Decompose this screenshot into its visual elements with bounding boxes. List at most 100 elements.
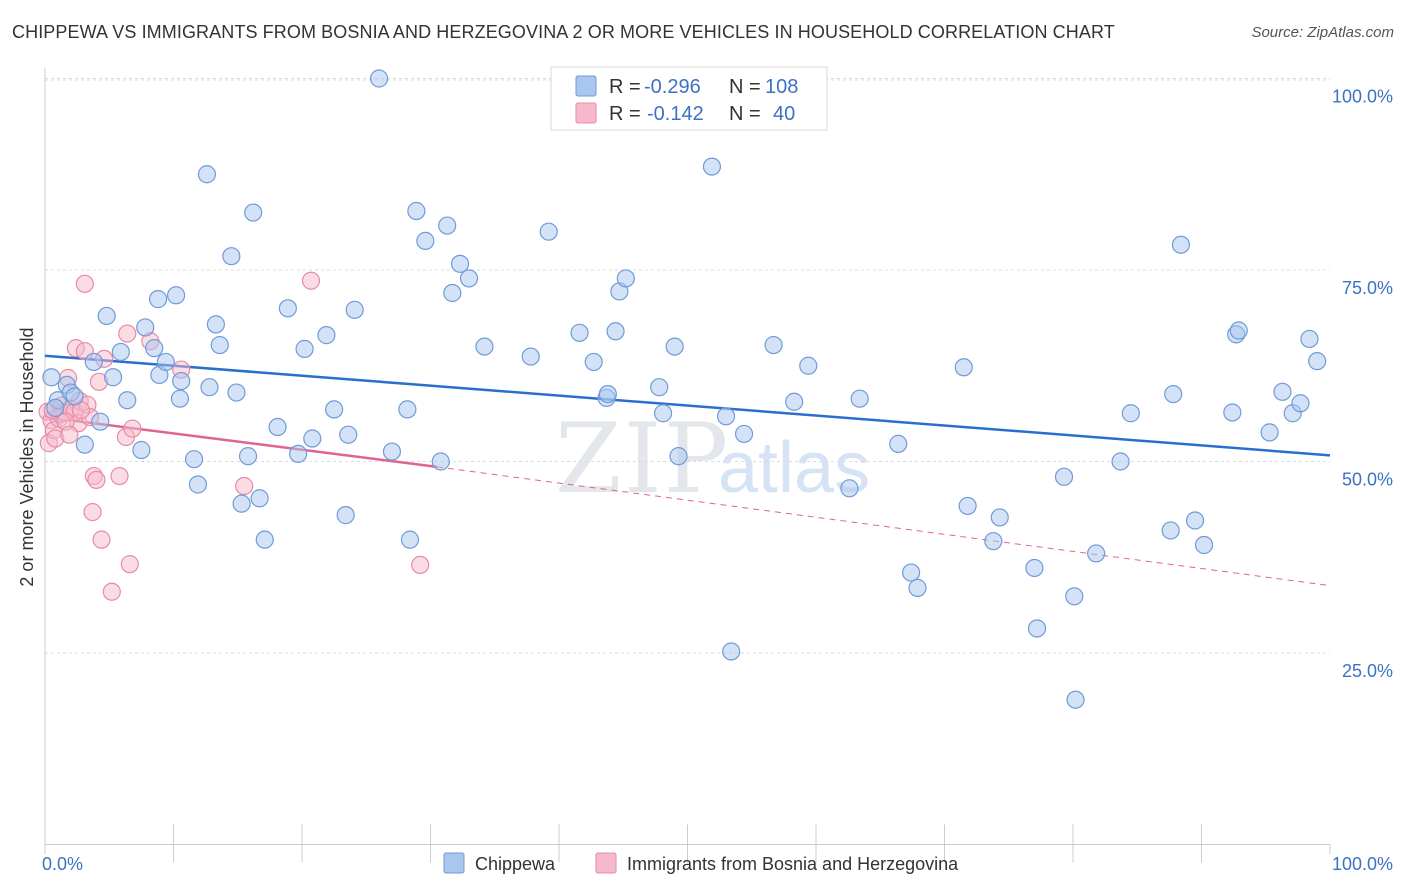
chippewa-point-65 (650, 378, 669, 397)
y-tick-labels: 25.0% 50.0% 75.0% 100.0% (1332, 87, 1393, 682)
chippewa-point-106 (1308, 352, 1327, 371)
chippewa-point-7 (91, 412, 110, 431)
chippewa-point-15 (148, 290, 168, 309)
chippewa-point-30 (238, 447, 258, 466)
chippewa-point-80 (908, 578, 927, 597)
bosnia-point-23 (92, 530, 111, 549)
chippewa-point-94 (1164, 384, 1183, 404)
chippewa-point-76 (840, 479, 859, 498)
chippewa-point-74 (785, 392, 804, 411)
legend-n-label-chippewa: N = (729, 76, 761, 98)
chippewa-point-35 (278, 299, 297, 318)
chippewa-point-104 (1291, 394, 1310, 413)
chippewa-point-72 (734, 424, 754, 444)
chippewa-point-20 (172, 371, 191, 391)
chippewa-point-59 (584, 352, 603, 372)
y-tick-label-3: 100.0% (1332, 87, 1393, 107)
chippewa-point-4 (65, 387, 84, 406)
chippewa-point-10 (111, 342, 130, 362)
chippewa-point-33 (255, 530, 274, 549)
chippewa-point-47 (400, 530, 420, 549)
chippewa-point-45 (382, 442, 402, 461)
legend-swatch-chippewa (575, 75, 597, 97)
chippewa-point-6 (84, 352, 103, 372)
chippewa-point-86 (1027, 619, 1047, 638)
chippewa-point-11 (118, 391, 137, 410)
bosnia-points (38, 271, 430, 601)
chippewa-point-81 (954, 358, 973, 377)
chippewa-point-64 (616, 269, 635, 288)
chippewa-point-73 (764, 335, 783, 355)
bosnia-point-25 (102, 582, 121, 601)
watermark: ZIP atlas (555, 403, 870, 515)
chippewa-point-21 (184, 450, 204, 469)
chippewa-point-39 (317, 326, 336, 345)
chippewa-point-28 (227, 383, 246, 402)
chippewa-point-57 (539, 222, 558, 241)
chippewa-point-70 (716, 407, 736, 426)
legend-n-value-bosnia: 40 (773, 103, 795, 125)
bosnia-point-39 (60, 425, 79, 444)
chippewa-point-101 (1260, 423, 1279, 442)
bosnia-point-19 (83, 502, 102, 522)
chippewa-point-34 (268, 417, 287, 437)
chippewa-point-68 (669, 447, 688, 466)
chippewa-point-37 (295, 339, 314, 358)
legend-r-value-bosnia: -0.142 (647, 103, 704, 125)
chippewa-point-85 (1025, 558, 1044, 578)
chippewa-point-93 (1161, 521, 1180, 540)
chippewa-point-55 (475, 337, 494, 356)
y-tick-label-1: 50.0% (1342, 470, 1393, 490)
bosnia-point-34 (301, 271, 321, 290)
chippewa-point-67 (665, 337, 684, 356)
x-tick-label-1: 100.0% (1332, 854, 1393, 874)
chippewa-point-23 (197, 165, 217, 184)
legend-n-value-chippewa: 108 (765, 76, 798, 98)
legend-r-label-chippewa: R = (609, 76, 641, 98)
chippewa-point-27 (222, 247, 241, 266)
watermark-zip: ZIP (555, 403, 730, 515)
chippewa-point-56 (521, 347, 540, 366)
chippewa-point-32 (250, 489, 269, 508)
y-tick-label-2: 75.0% (1342, 278, 1393, 298)
series-legend-swatch-chippewa (443, 852, 465, 874)
bosnia-point-33 (235, 476, 254, 496)
chippewa-point-89 (1066, 690, 1085, 709)
bosnia-point-26 (110, 466, 129, 486)
chippewa-point-107 (46, 398, 65, 417)
chippewa-point-77 (850, 389, 869, 408)
chippewa-point-0 (42, 368, 61, 387)
chippewa-point-48 (407, 201, 426, 221)
bosnia-point-15 (75, 274, 94, 293)
chippewa-point-83 (984, 532, 1003, 551)
legend-box (550, 66, 828, 131)
bosnia-point-30 (123, 419, 142, 438)
chippewa-point-53 (450, 254, 470, 273)
chippewa-point-79 (901, 563, 921, 582)
chippewa-point-38 (303, 429, 322, 448)
chippewa-point-88 (1065, 587, 1084, 606)
chippewa-point-44 (370, 69, 389, 88)
chippewa-point-25 (206, 315, 226, 334)
chippewa-point-71 (722, 642, 741, 661)
chippewa-point-13 (136, 318, 155, 337)
series-legend-label-chippewa: Chippewa (475, 854, 556, 874)
chippewa-point-96 (1185, 511, 1205, 530)
gridlines (45, 78, 1330, 654)
legend-n-label-bosnia: N = (729, 103, 761, 125)
chippewa-point-75 (799, 356, 818, 375)
chippewa-point-69 (702, 157, 722, 176)
chippewa-point-90 (1087, 544, 1106, 563)
chippewa-point-31 (244, 203, 263, 222)
chippewa-point-105 (1300, 329, 1319, 349)
series-legend: Chippewa Immigrants from Bosnia and Herz… (443, 852, 959, 874)
chippewa-trend-line (44, 354, 1331, 457)
bosnia-point-21 (87, 470, 106, 489)
chippewa-point-100 (1229, 321, 1248, 340)
chippewa-point-43 (345, 300, 364, 319)
chippewa-point-66 (653, 404, 673, 423)
x-tick-labels: 0.0% 100.0% (42, 854, 1393, 874)
chippewa-point-18 (166, 286, 186, 305)
source-credit: Source: ZipAtlas.com (1251, 24, 1394, 41)
x-tick-label-0: 0.0% (42, 854, 83, 874)
